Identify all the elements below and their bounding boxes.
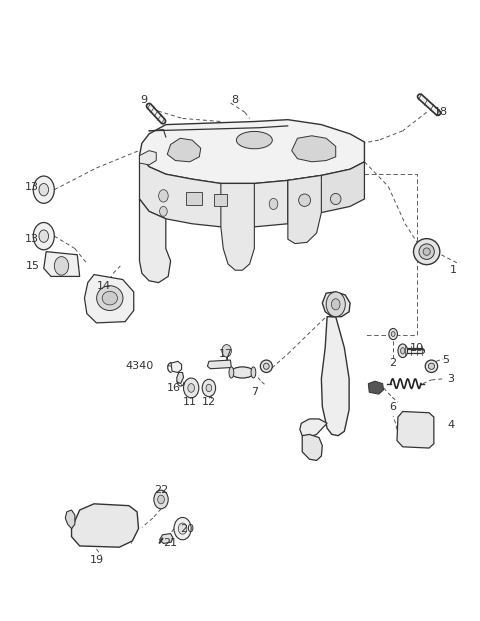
Text: 6: 6	[390, 402, 396, 412]
Text: 22: 22	[154, 485, 168, 495]
Circle shape	[206, 384, 212, 392]
Ellipse shape	[96, 286, 123, 310]
Bar	[186, 191, 202, 205]
Polygon shape	[171, 361, 181, 373]
Text: 17: 17	[218, 349, 233, 359]
Circle shape	[159, 206, 167, 216]
Text: 13: 13	[25, 234, 39, 244]
Ellipse shape	[330, 193, 341, 204]
Circle shape	[269, 198, 278, 209]
Polygon shape	[140, 156, 288, 227]
Ellipse shape	[299, 194, 311, 206]
Text: 18: 18	[434, 107, 448, 117]
Text: 14: 14	[96, 281, 111, 291]
Polygon shape	[140, 199, 170, 283]
Polygon shape	[288, 162, 364, 224]
Circle shape	[183, 378, 199, 398]
Ellipse shape	[237, 132, 272, 149]
Text: 1: 1	[449, 265, 456, 275]
Text: 10: 10	[410, 343, 424, 353]
Circle shape	[39, 230, 48, 242]
Polygon shape	[292, 136, 336, 162]
Circle shape	[178, 523, 187, 534]
Ellipse shape	[419, 244, 434, 260]
Ellipse shape	[391, 332, 395, 337]
Ellipse shape	[231, 367, 254, 378]
Polygon shape	[368, 381, 384, 394]
Text: 7: 7	[251, 388, 258, 397]
Text: 5: 5	[442, 355, 449, 365]
Polygon shape	[84, 274, 134, 323]
Bar	[214, 194, 227, 206]
Text: 9: 9	[141, 95, 148, 105]
Polygon shape	[65, 510, 75, 528]
Circle shape	[174, 517, 191, 540]
Polygon shape	[322, 317, 349, 436]
Circle shape	[157, 495, 164, 504]
Ellipse shape	[401, 348, 405, 354]
Polygon shape	[140, 151, 156, 165]
Text: 4340: 4340	[125, 361, 154, 371]
Text: 4: 4	[447, 420, 454, 430]
Ellipse shape	[251, 367, 256, 378]
Circle shape	[54, 256, 69, 275]
Polygon shape	[397, 412, 434, 448]
Circle shape	[331, 299, 340, 310]
Polygon shape	[300, 419, 327, 438]
Polygon shape	[140, 120, 364, 183]
Text: 3: 3	[447, 374, 454, 384]
Ellipse shape	[425, 360, 438, 373]
Text: 21: 21	[164, 538, 178, 548]
Text: 8: 8	[232, 95, 239, 105]
Ellipse shape	[398, 344, 408, 358]
Circle shape	[158, 189, 168, 202]
Text: 12: 12	[202, 397, 216, 407]
Polygon shape	[44, 252, 80, 276]
Ellipse shape	[423, 248, 430, 255]
Text: 19: 19	[89, 555, 104, 564]
Circle shape	[202, 379, 216, 397]
Polygon shape	[177, 373, 183, 384]
Text: 16: 16	[167, 383, 181, 393]
Polygon shape	[167, 138, 201, 162]
Ellipse shape	[428, 363, 434, 369]
Circle shape	[33, 222, 54, 250]
Text: 13: 13	[25, 181, 39, 191]
Circle shape	[188, 384, 194, 392]
Text: 11: 11	[183, 397, 197, 407]
Circle shape	[39, 183, 48, 196]
Circle shape	[154, 490, 168, 509]
Text: 15: 15	[26, 261, 40, 271]
Polygon shape	[323, 292, 350, 317]
Ellipse shape	[229, 367, 234, 378]
Circle shape	[33, 176, 54, 203]
Circle shape	[222, 345, 231, 357]
Polygon shape	[221, 183, 254, 270]
Ellipse shape	[389, 329, 397, 340]
Circle shape	[326, 292, 345, 317]
Ellipse shape	[413, 238, 440, 265]
Ellipse shape	[260, 360, 272, 373]
Text: 2: 2	[390, 358, 396, 368]
Polygon shape	[72, 504, 139, 547]
Ellipse shape	[102, 291, 118, 305]
Text: 20: 20	[180, 524, 194, 533]
Polygon shape	[159, 533, 173, 543]
Polygon shape	[288, 175, 322, 243]
Polygon shape	[207, 360, 231, 369]
Polygon shape	[302, 435, 323, 460]
Ellipse shape	[264, 363, 269, 369]
